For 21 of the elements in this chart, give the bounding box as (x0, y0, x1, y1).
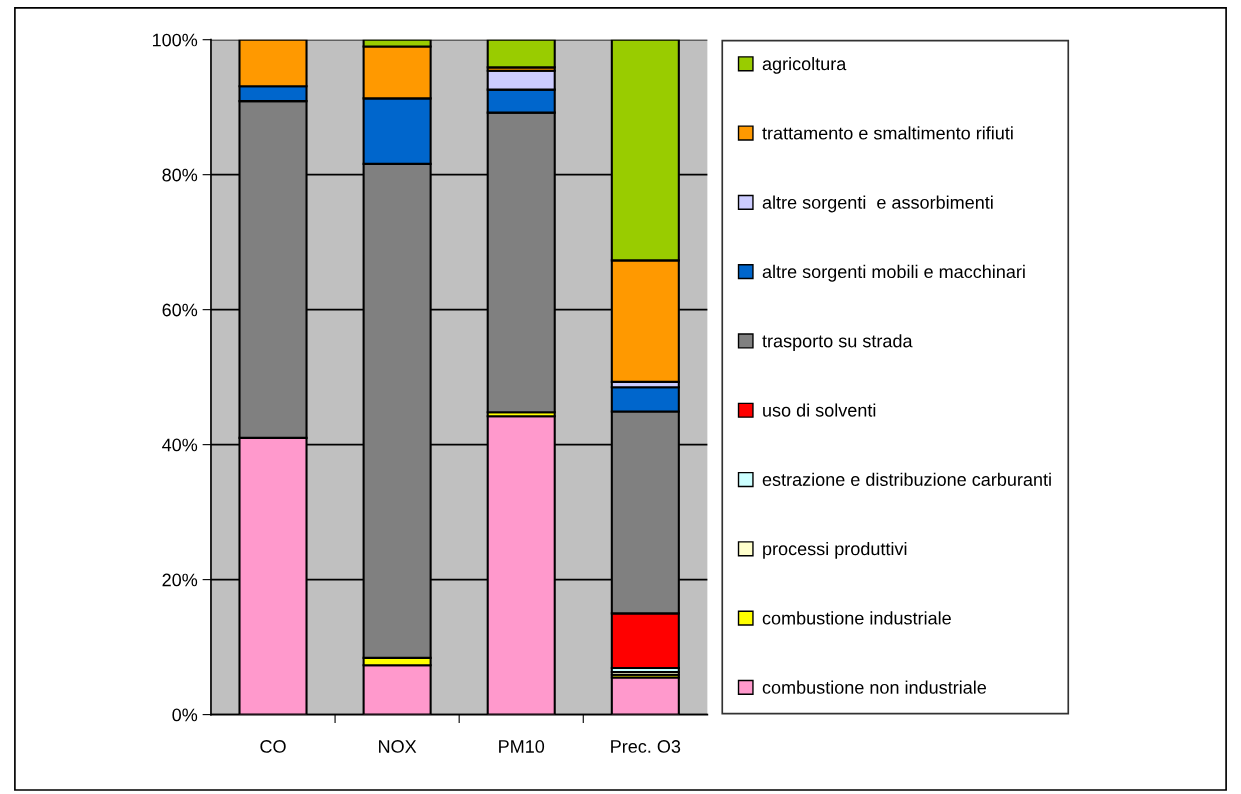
legend-label: trasporto su strada (762, 334, 913, 351)
y-tick-label: 20% (162, 573, 198, 587)
x-tick-label: Prec. O3 (611, 740, 681, 753)
y-tick-label: 60% (162, 303, 198, 317)
legend-label: altre sorgenti e assorbimenti (762, 195, 993, 213)
x-tick-label: PM10 (499, 740, 545, 753)
legend-label: combustione non industriale (762, 680, 987, 694)
bar (610, 676, 680, 715)
y-tick-label: 80% (162, 168, 198, 182)
y-tick-label: 100% (152, 33, 198, 47)
legend-label: trattamento e smaltimento rifiuti (762, 126, 1013, 140)
legend-label: altre sorgenti mobili e macchinari (762, 264, 1025, 282)
legend-label: processi produttivi (763, 542, 907, 559)
legend-label: estrazione e distribuzione carburanti (762, 472, 1051, 486)
legend-label: agricoltura (762, 56, 847, 74)
y-tick-label: 0% (172, 708, 198, 722)
x-tick-label: CO (260, 740, 286, 753)
x-tick-label: NOX (379, 740, 417, 753)
y-tick-label: 40% (162, 438, 198, 452)
legend-label: combustione industriale (762, 611, 951, 625)
legend-label: uso di solventi (763, 403, 876, 417)
